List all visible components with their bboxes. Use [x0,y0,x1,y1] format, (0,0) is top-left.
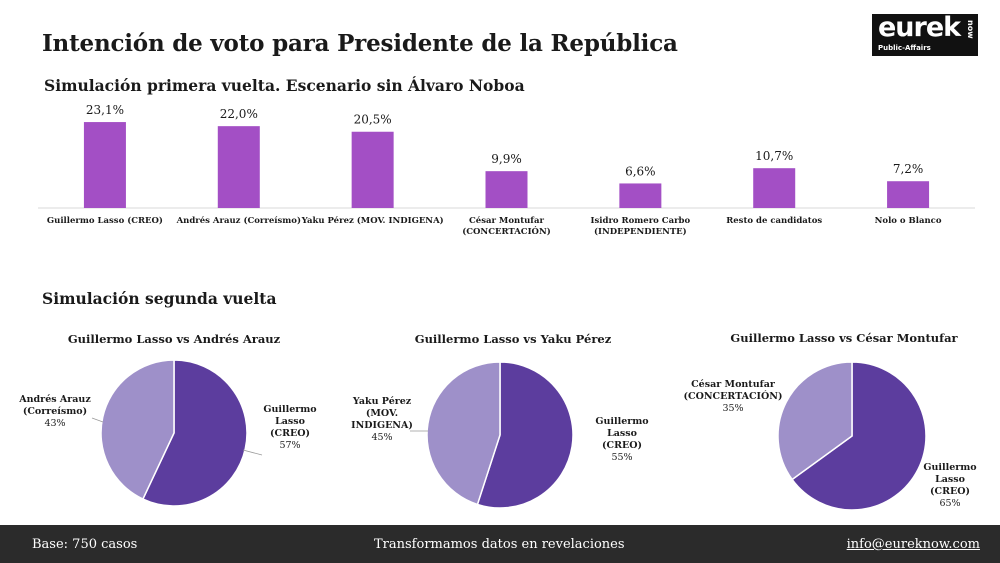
pie-1-label-0-line-1: Lasso [607,428,637,439]
logo-word: eurek [878,12,961,43]
pie-1-label-0-line-2: (CREO) [602,440,642,451]
bar-4 [619,183,662,208]
bar-value-label-6: 7,2% [893,162,924,176]
bar-category-label-3-line-1: (CONCERTACIÓN) [462,225,551,237]
bar-category-label-0: Guillermo Lasso (CREO) [47,215,163,226]
page-title: Intención de voto para Presidente de la … [42,30,678,57]
pie-2-label-0-line-3: 65% [939,498,960,509]
pie-2-title: Guillermo Lasso vs César Montufar [730,331,958,345]
pie-0-title: Guillermo Lasso vs Andrés Arauz [68,332,281,346]
pie-0-label-0-line-1: Lasso [275,416,305,427]
pie-0-leader-0 [242,449,263,456]
footer-bar: Base: 750 casos Transformamos datos en r… [0,525,1000,563]
bar-value-label-3: 9,9% [491,152,522,166]
bar-value-label-2: 20,5% [354,113,392,127]
bar-5 [753,168,796,208]
bar-value-label-1: 22,0% [220,107,258,121]
pie-2-label-1: César Montufar [691,379,776,390]
bar-category-label-1: Andrés Arauz (Correísmo) [176,215,301,226]
pie-0-label-1: Andrés Arauz [18,394,91,405]
pie-0-label-0-line-3: 57% [279,440,300,451]
bar-value-label-4: 6,6% [625,164,656,178]
bar-1 [217,126,260,208]
bar-category-label-2: Yaku Pérez (MOV. INDIGENA) [301,215,444,226]
pie-1-label-1: Yaku Pérez [352,396,412,407]
pie-2-label-0-line-2: (CREO) [930,486,970,497]
pie-1-label-1-line-1: (MOV. [366,408,398,419]
bar-category-label-5: Resto de candidatos [726,216,822,226]
pie-0-label-0: Guillermo [263,404,316,415]
footer-email-link[interactable]: info@eureknow.com [846,537,980,552]
pie-0-label-1-line-1: (Correísmo) [23,406,87,417]
pie-1-label-0-line-3: 55% [611,452,632,463]
logo-side-text: now [966,20,975,39]
bar-category-label-3: César Montufar [469,215,544,226]
bar-0 [83,122,126,208]
pie-1-label-0: Guillermo [595,416,648,427]
pie-1-label-1-line-3: 45% [371,432,392,443]
bar-category-label-6: Nolo o Blanco [875,216,942,226]
pie-2-label-1-line-1: (CONCERTACIÓN) [684,390,783,402]
bar-6 [887,181,930,208]
pie-1-slice-1 [426,361,501,506]
pie-2-slice-0 [791,361,927,511]
bar-value-label-0: 23,1% [86,103,124,117]
pie-2-slice-1 [777,361,853,481]
pie-1-label-1-line-2: INDIGENA) [351,420,413,431]
pie-0-slice-0 [141,359,248,507]
pie-2-label-1-line-2: 35% [722,403,743,414]
pie-0-slice-1 [100,359,175,501]
pie-1-slice-0 [476,361,574,509]
pie-0-label-1-line-2: 43% [44,418,65,429]
bar-category-label-4-line-1: (INDEPENDIENTE) [594,226,687,237]
bar-2 [351,131,394,208]
footer-tagline: Transformamos datos en revelaciones [374,537,625,552]
pie-2-label-0: Guillermo [923,462,976,473]
pie-1-title: Guillermo Lasso vs Yaku Pérez [415,332,612,346]
pie-0-leader-1 [91,417,104,423]
footer-base: Base: 750 casos [32,537,138,552]
logo-subtext: Public-Affairs [878,44,931,52]
bar-category-label-4: Isidro Romero Carbo [591,216,691,226]
second-round-heading: Simulación segunda vuelta [42,289,277,308]
pie-0-label-0-line-2: (CREO) [270,428,310,439]
pie-2-label-0-line-1: Lasso [935,474,965,485]
bar-3 [485,171,528,208]
first-round-subtitle: Simulación primera vuelta. Escenario sin… [44,76,525,95]
charts-canvas: 23,1% Guillermo Lasso (CREO) 22,0% Andrés A… [18,103,977,511]
brand-logo: eurek now Public-Affairs [872,12,978,56]
bar-value-label-5: 10,7% [755,149,793,163]
